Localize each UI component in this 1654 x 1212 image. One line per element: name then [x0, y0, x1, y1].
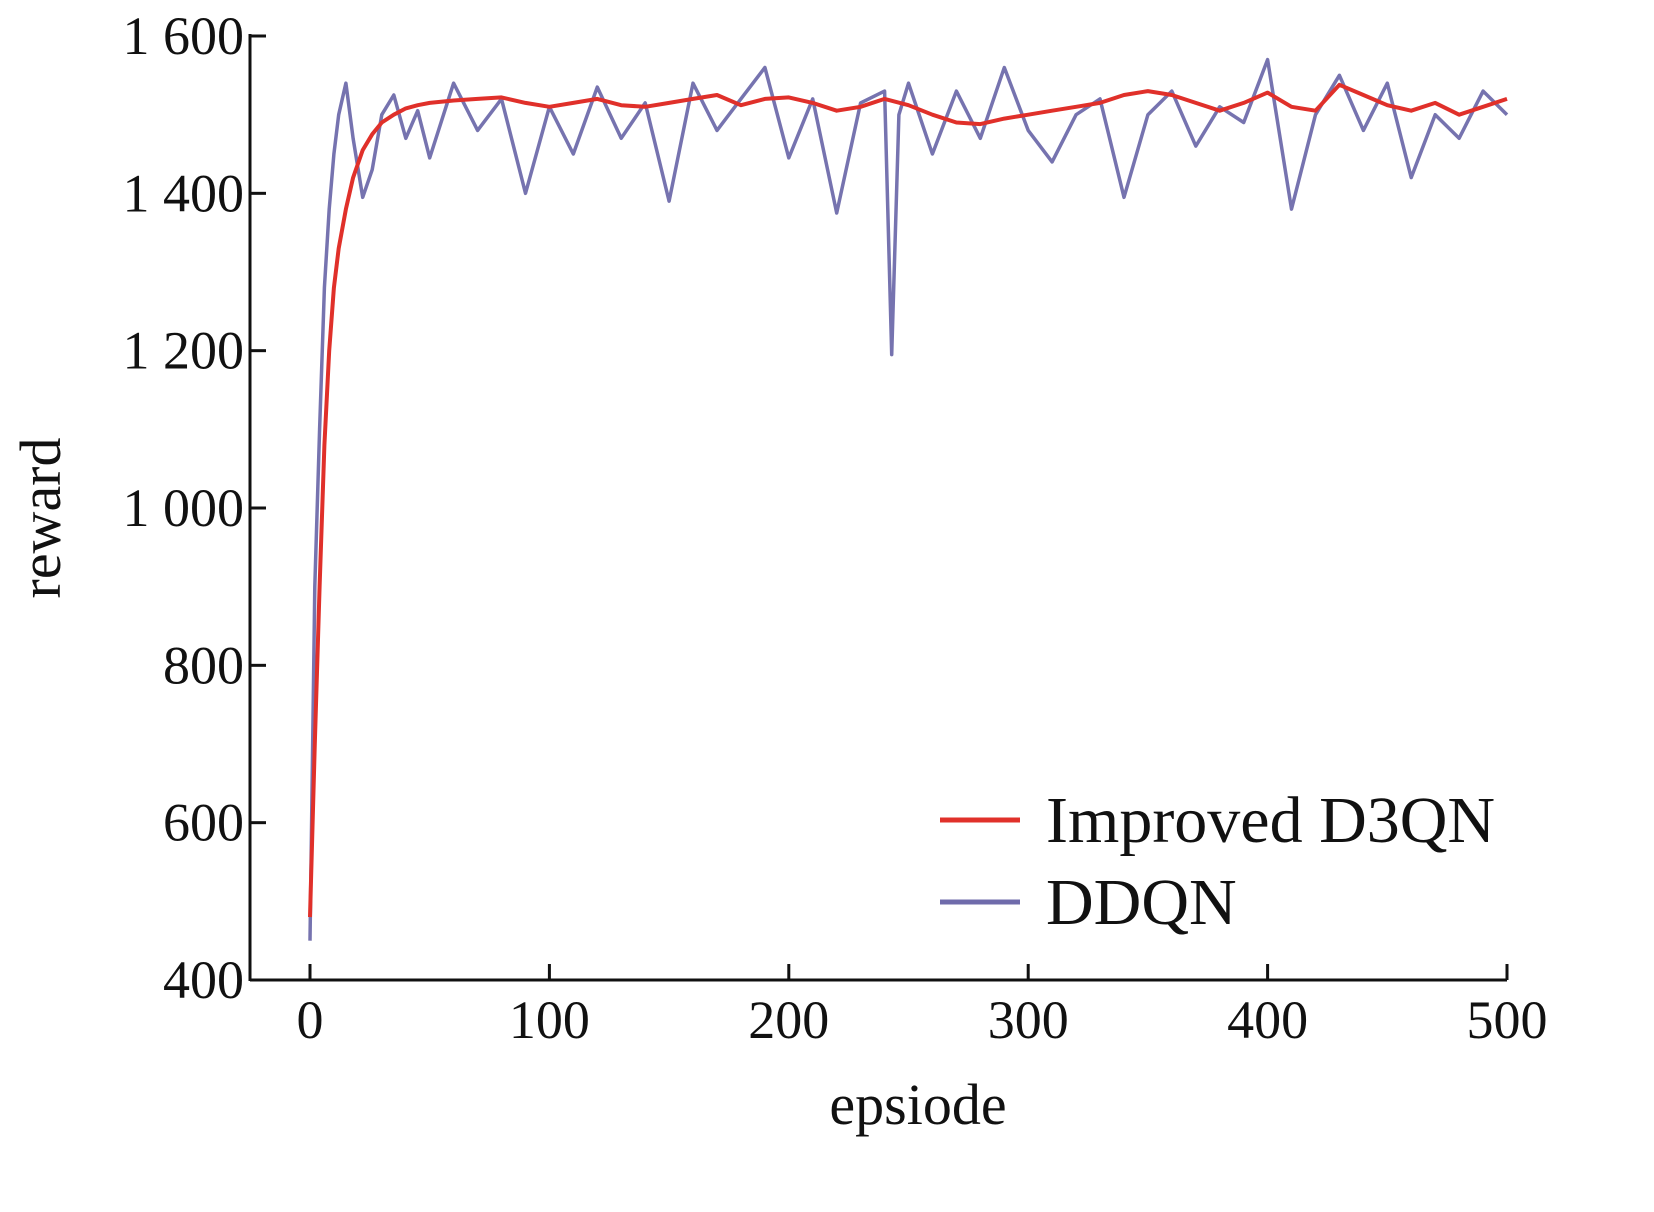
- y-ticks: 400 600 800 1 000 1 200 1 400 1 600: [123, 6, 266, 1010]
- y-tick-label: 1 600: [123, 6, 245, 66]
- y-tick-label: 1 000: [123, 478, 245, 538]
- legend-label-ddqn: DDQN: [1046, 866, 1237, 939]
- x-ticks: 0 100 200 300 400 500: [297, 964, 1548, 1050]
- series-line-improved-d3qn: [308, 82, 1508, 918]
- y-tick-label: 1 400: [123, 163, 245, 223]
- series-line-ddqn: [308, 57, 1509, 941]
- y-tick-label: 400: [163, 950, 244, 1010]
- x-tick-label: 200: [748, 990, 829, 1050]
- y-axis-title: reward: [8, 437, 73, 598]
- x-tick-label: 0: [297, 990, 324, 1050]
- x-tick-label: 300: [988, 990, 1069, 1050]
- y-tick-label: 800: [163, 635, 244, 695]
- y-tick-label: 1 200: [123, 321, 245, 381]
- y-tick-label: 600: [163, 793, 244, 853]
- x-tick-label: 100: [509, 990, 590, 1050]
- legend-label-improved-d3qn: Improved D3QN: [1046, 784, 1495, 857]
- legend: Improved D3QN DDQN: [940, 784, 1495, 939]
- x-tick-label: 400: [1227, 990, 1308, 1050]
- series-layer: [308, 57, 1509, 941]
- x-tick-label: 500: [1467, 990, 1548, 1050]
- x-axis-title: epsiode: [829, 1072, 1006, 1137]
